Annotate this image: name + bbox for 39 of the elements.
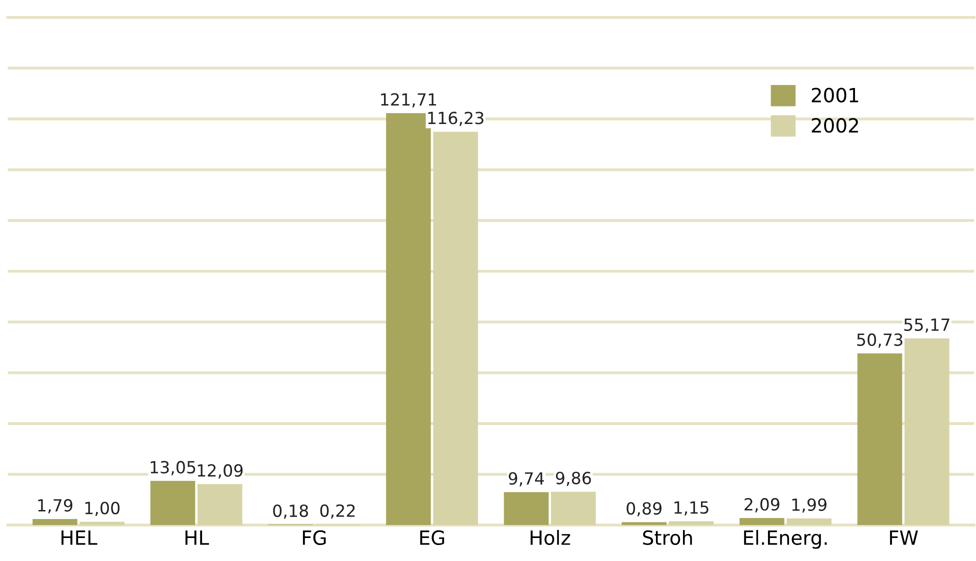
legend-label: 2001 xyxy=(812,88,858,102)
data-label: 2,09 xyxy=(744,498,780,512)
bar xyxy=(551,492,596,526)
x-tick-label: El.Energ. xyxy=(744,530,827,549)
bar xyxy=(150,480,196,526)
legend-label: 2002 xyxy=(812,118,858,133)
x-tick-label: EG xyxy=(420,530,444,546)
data-label: 0,18 xyxy=(273,504,308,519)
data-label: 9,74 xyxy=(508,472,544,486)
x-tick-label: HL xyxy=(186,530,209,545)
bar xyxy=(904,338,950,526)
bar xyxy=(504,492,549,526)
bar xyxy=(740,518,784,526)
data-label: 13,05 xyxy=(150,460,196,476)
bar xyxy=(80,522,124,526)
bar xyxy=(857,353,902,526)
x-tick-label: FG xyxy=(302,530,326,546)
data-label: 121,71 xyxy=(381,93,436,108)
data-label: 1,15 xyxy=(674,501,708,516)
data-label: 116,23 xyxy=(428,112,484,126)
x-tick-label: Holz xyxy=(530,530,570,546)
data-label: 1,99 xyxy=(792,498,826,513)
x-tick-label: FW xyxy=(890,530,918,545)
data-label: 1,00 xyxy=(85,502,120,516)
x-tick-label: Stroh xyxy=(643,530,692,546)
bar xyxy=(622,522,666,526)
data-label: 50,73 xyxy=(857,333,902,348)
x-tick-label: HEL xyxy=(62,530,98,545)
bar xyxy=(198,484,242,526)
data-label: 9,86 xyxy=(556,472,591,486)
bar xyxy=(668,521,714,526)
data-label: 0,22 xyxy=(320,504,355,519)
bar xyxy=(32,519,78,526)
data-label: 0,89 xyxy=(626,502,662,516)
bar xyxy=(433,132,478,526)
data-label: 12,09 xyxy=(198,464,243,478)
bar xyxy=(786,518,832,526)
data-label: 1,79 xyxy=(38,499,72,514)
data-label: 55,17 xyxy=(904,318,950,333)
